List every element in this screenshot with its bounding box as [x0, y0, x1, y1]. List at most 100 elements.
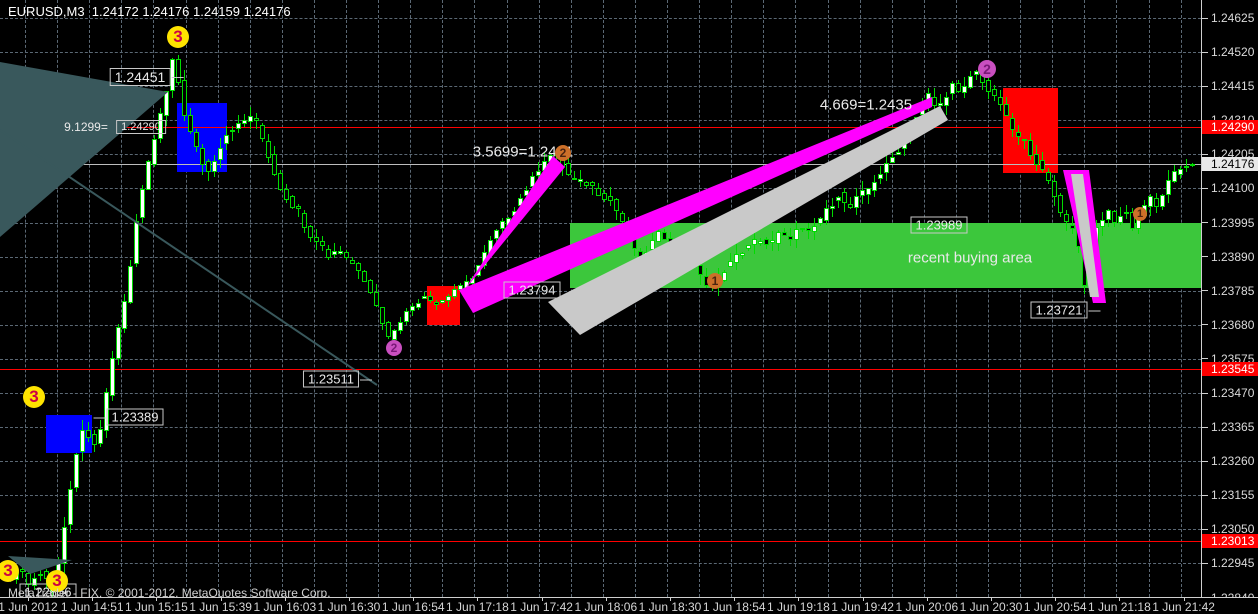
candle-body: [740, 252, 745, 256]
horizontal-line-resistance[interactable]: [0, 127, 1201, 128]
price-axis-tick-label: 1.24100: [1202, 181, 1254, 195]
candle-body: [854, 195, 859, 208]
annotation-label[interactable]: 3.5699=1.2421: [472, 143, 574, 161]
grid-line-vertical: [313, 0, 315, 597]
trendline-object[interactable]: [0, 129, 378, 386]
signal-marker-1[interactable]: 1: [1133, 207, 1147, 221]
chart-symbol-title: EURUSD,M3 1.24172 1.24176 1.24159 1.2417…: [8, 4, 291, 19]
candle-body: [74, 454, 79, 489]
signal-marker-2[interactable]: 2: [978, 60, 996, 78]
price-axis[interactable]: 1.246251.245201.244151.243101.242051.241…: [1201, 0, 1258, 605]
candle-body: [230, 130, 235, 133]
horizontal-line-bid[interactable]: [0, 164, 1201, 165]
candle-wick: [940, 93, 941, 110]
annotation-label[interactable]: 4.669=1.2435: [819, 96, 913, 114]
candle-wick: [892, 151, 893, 163]
candle-body: [962, 86, 967, 93]
grid-line-vertical: [1116, 0, 1118, 597]
grid-line-horizontal: [0, 324, 1201, 326]
candle-body: [1034, 153, 1039, 165]
horizontal-line-support[interactable]: [0, 369, 1201, 370]
candle-body: [80, 430, 85, 452]
candle-body: [446, 295, 451, 301]
candle-body: [728, 260, 733, 268]
price-axis-tick-label: 1.23785: [1202, 284, 1254, 298]
signal-marker-3[interactable]: 3: [46, 570, 68, 592]
candle-body: [860, 189, 865, 196]
candle-body: [152, 138, 157, 165]
candle-body: [530, 176, 535, 187]
annotation-label[interactable]: 1.23721: [1030, 301, 1101, 319]
candle-body: [92, 434, 97, 446]
time-axis-tick-mark: [477, 598, 479, 601]
candle-body: [494, 229, 499, 240]
price-axis-tick-label: 1.23260: [1202, 454, 1254, 468]
candle-body: [320, 241, 325, 247]
annotation-label[interactable]: 1.24290: [116, 120, 166, 134]
time-axis-label: 1 Jun 16:03: [253, 600, 317, 614]
candle-body: [344, 251, 349, 259]
candle-body: [1172, 171, 1177, 182]
trendline-object[interactable]: [463, 156, 565, 292]
candle-body: [68, 489, 73, 526]
signal-marker-3[interactable]: 3: [0, 560, 19, 582]
candle-body: [1124, 212, 1129, 215]
candle-wick: [298, 204, 299, 218]
axis-tick-mark: [1202, 187, 1208, 189]
time-axis[interactable]: 1 Jun 2012 1 Jun 14:51 1 Jun 15:15 1 Jun 15…: [0, 597, 1258, 614]
candle-wick: [574, 170, 575, 180]
time-axis-tick-mark: [670, 598, 671, 601]
trendline-object[interactable]: [548, 106, 948, 335]
axis-tick-mark: [1202, 358, 1208, 360]
candle-body: [572, 177, 577, 180]
candle-body: [398, 322, 403, 331]
candle-body: [1064, 214, 1069, 222]
candle-body: [122, 301, 127, 330]
signal-marker-1[interactable]: 1: [707, 273, 723, 289]
horizontal-line-support[interactable]: [0, 541, 1201, 542]
candle-wick: [1072, 215, 1073, 234]
time-axis-label: 1 Jun 17:18: [446, 600, 509, 614]
trendline-object[interactable]: [459, 97, 932, 313]
time-axis-tick-mark: [1119, 598, 1121, 601]
grid-line-vertical: [57, 0, 59, 597]
trendline-object[interactable]: [0, 62, 168, 237]
annotation-label[interactable]: 1.23389: [93, 408, 164, 426]
annotation-label[interactable]: recent buying area: [907, 249, 1033, 267]
annotation-label[interactable]: 1.23989: [910, 216, 968, 234]
candle-body: [362, 271, 367, 283]
candle-body: [830, 205, 835, 210]
grid-line-vertical: [1180, 0, 1182, 597]
trendline-object[interactable]: [1071, 174, 1099, 297]
candle-body: [422, 295, 427, 299]
candle-body: [368, 280, 373, 293]
candle-body: [764, 238, 769, 246]
candle-body: [1058, 194, 1063, 214]
chart-plot-area[interactable]: EURUSD,M3 1.24172 1.24176 1.24159 1.2417…: [0, 0, 1201, 597]
candle-body: [500, 221, 505, 230]
candle-body: [986, 80, 991, 92]
grid-line-vertical: [923, 0, 925, 597]
grid-line-horizontal: [0, 495, 1201, 497]
signal-marker-2[interactable]: 2: [555, 145, 571, 161]
candle-body: [416, 302, 421, 308]
signal-marker-2[interactable]: 2: [386, 340, 402, 356]
price-axis-tick-label: 1.24415: [1202, 79, 1254, 93]
time-axis-label: 1 Jun 16:54: [381, 600, 445, 614]
annotation-label[interactable]: 1.24451: [109, 68, 184, 86]
candle-body: [86, 429, 91, 439]
price-axis-tick-label: 1.23995: [1202, 216, 1254, 230]
price-badge-line: 1.23013: [1202, 534, 1258, 549]
candle-body: [440, 300, 445, 303]
annotation-label[interactable]: 9.1299=: [64, 120, 108, 134]
signal-marker-3[interactable]: 3: [23, 386, 45, 408]
candle-body: [314, 237, 319, 242]
candle-wick: [1126, 205, 1127, 220]
annotation-label[interactable]: 1.23511: [302, 370, 373, 388]
trendline-object[interactable]: [8, 556, 72, 574]
candle-body: [62, 526, 67, 564]
annotation-label[interactable]: 1.23794: [503, 281, 561, 299]
grid-line-vertical: [89, 0, 91, 597]
candle-body: [374, 292, 379, 306]
signal-marker-3[interactable]: 3: [167, 26, 189, 48]
